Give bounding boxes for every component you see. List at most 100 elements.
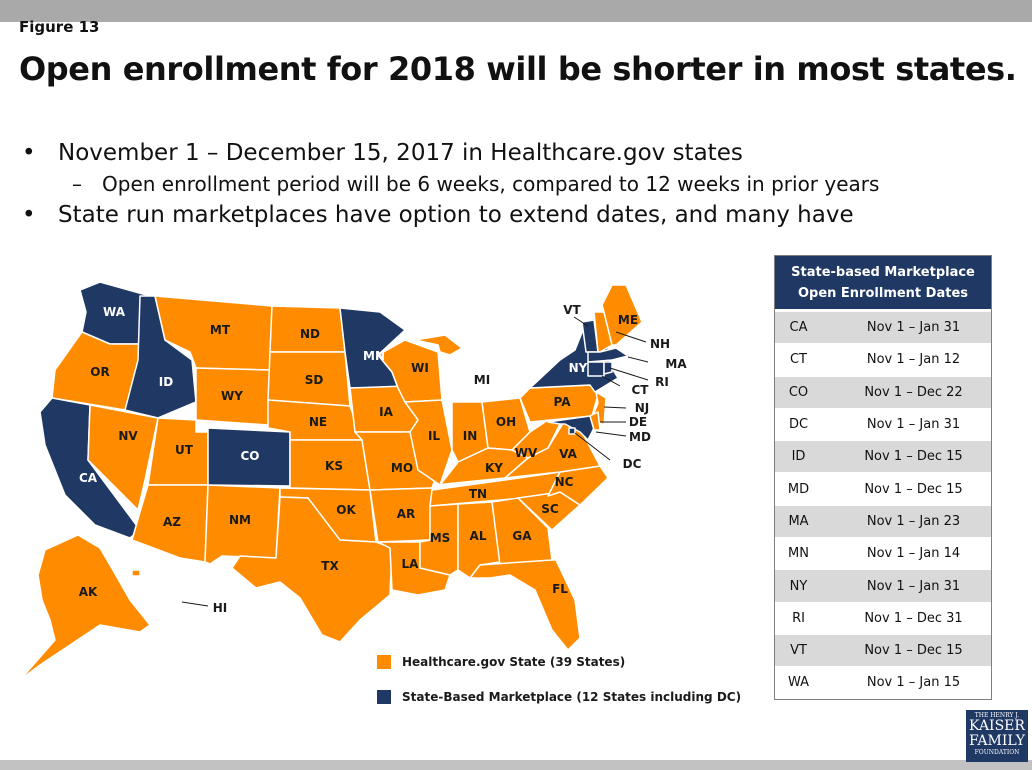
- table-row: MA Nov 1 – Jan 23: [775, 504, 991, 538]
- svg-text:MA: MA: [665, 357, 687, 371]
- svg-text:CT: CT: [632, 383, 650, 397]
- svg-text:NC: NC: [555, 475, 574, 489]
- table-cell-dates: Nov 1 – Jan 31: [866, 417, 961, 433]
- svg-text:IN: IN: [463, 429, 478, 443]
- svg-text:ME: ME: [618, 313, 638, 327]
- kff-logo: THE HENRY J. KAISER FAMILY FOUNDATION: [966, 710, 1028, 762]
- svg-text:LA: LA: [402, 557, 420, 571]
- bullet-list: • November 1 – December 15, 2017 in Heal…: [22, 138, 879, 230]
- svg-text:CO: CO: [240, 449, 259, 463]
- table-cell-state: CT: [789, 352, 808, 368]
- svg-text:NH: NH: [650, 337, 670, 351]
- leader-lines: [181, 316, 649, 607]
- state-nh: [593, 311, 613, 353]
- svg-text:WV: WV: [515, 446, 538, 460]
- svg-text:HI: HI: [213, 601, 228, 615]
- table-row: ID Nov 1 – Dec 15: [775, 440, 991, 473]
- svg-text:WY: WY: [221, 389, 243, 403]
- table-cell-state: ID: [791, 449, 806, 465]
- state-labels: WA OR ID MT ND MN WY SD WI MI NY ME VT N…: [79, 303, 688, 615]
- table-row: MD Nov 1 – Dec 15: [775, 472, 991, 505]
- svg-text:VT: VT: [563, 303, 581, 317]
- table-title-line2: Open Enrollment Dates: [797, 285, 969, 301]
- table-title-line1: State-based Marketplace: [791, 264, 975, 280]
- table-cell-state: VT: [790, 643, 807, 659]
- table-row: NY Nov 1 – Jan 31: [775, 569, 991, 602]
- page-title: Open enrollment for 2018 will be shorter…: [19, 50, 1017, 88]
- table-cell-state: CO: [788, 384, 809, 400]
- svg-text:OH: OH: [496, 415, 516, 429]
- table-header: State-based Marketplace Open Enrollment …: [775, 256, 991, 311]
- table-cell-state: CA: [789, 320, 808, 336]
- svg-text:GA: GA: [512, 529, 532, 543]
- table-row: CT Nov 1 – Jan 12: [775, 343, 991, 376]
- top-bar: [0, 0, 1032, 22]
- bullet-dot-icon: •: [22, 202, 36, 228]
- dash-icon: –: [72, 172, 82, 196]
- legend-label-healthcare-gov: Healthcare.gov State (39 States): [402, 655, 625, 669]
- table-cell-state: MN: [788, 546, 809, 562]
- state-ct: [587, 361, 605, 377]
- state-ga: [491, 497, 553, 566]
- table-cell-dates: Nov 1 – Dec 22: [864, 384, 963, 400]
- svg-text:AL: AL: [470, 529, 487, 543]
- svg-text:IL: IL: [428, 429, 440, 443]
- table-cell-dates: Nov 1 – Dec 15: [864, 481, 963, 497]
- legend-swatch-healthcare-gov: [377, 655, 391, 669]
- svg-text:ND: ND: [300, 327, 320, 341]
- table-cell-state: WA: [787, 675, 810, 691]
- svg-text:VA: VA: [559, 447, 577, 461]
- svg-text:OR: OR: [90, 365, 109, 379]
- table-cell-dates: Nov 1 – Jan 31: [866, 320, 961, 336]
- svg-text:KS: KS: [325, 459, 343, 473]
- svg-text:CA: CA: [79, 471, 98, 485]
- table-cell-state: MD: [787, 481, 810, 497]
- logo-line3: FAMILY: [968, 733, 1026, 749]
- table-cell-state: NY: [789, 578, 808, 594]
- svg-text:NY: NY: [569, 361, 588, 375]
- bottom-bar: [0, 760, 1032, 770]
- svg-text:MN: MN: [363, 349, 385, 363]
- logo-line2: KAISER: [969, 718, 1025, 734]
- table-cell-dates: Nov 1 – Jan 31: [866, 578, 961, 594]
- svg-text:DC: DC: [623, 457, 642, 471]
- sub-bullet-item: – Open enrollment period will be 6 weeks…: [22, 168, 879, 200]
- svg-text:FL: FL: [552, 582, 568, 596]
- svg-text:NM: NM: [229, 513, 251, 527]
- svg-text:WI: WI: [411, 361, 429, 375]
- svg-text:NJ: NJ: [635, 401, 650, 415]
- state-fl: [469, 559, 581, 651]
- table-cell-dates: Nov 1 – Jan 23: [866, 513, 961, 529]
- state-dc: [568, 427, 576, 435]
- svg-text:MI: MI: [474, 373, 490, 387]
- svg-text:RI: RI: [655, 375, 669, 389]
- bullet-dot-icon: •: [22, 140, 36, 166]
- svg-text:NV: NV: [118, 429, 138, 443]
- state-hi: [131, 569, 141, 577]
- figure-label: Figure 13: [19, 18, 100, 36]
- svg-text:PA: PA: [554, 395, 572, 409]
- table-cell-state: MA: [788, 513, 809, 529]
- logo-line4: FOUNDATION: [974, 749, 1020, 756]
- svg-text:TX: TX: [321, 559, 339, 573]
- state-mi: [414, 334, 463, 356]
- svg-text:OK: OK: [336, 503, 356, 517]
- logo-line1: THE HENRY J.: [974, 712, 1020, 719]
- svg-text:ID: ID: [159, 375, 173, 389]
- svg-text:MT: MT: [210, 323, 231, 337]
- svg-text:TN: TN: [469, 487, 487, 501]
- table-body: CA Nov 1 – Jan 31 CT Nov 1 – Jan 12 CO Nov 1 …: [775, 311, 991, 699]
- table-row: WA Nov 1 – Jan 15: [775, 666, 991, 699]
- svg-text:DE: DE: [629, 415, 647, 429]
- svg-text:WA: WA: [103, 305, 126, 319]
- sub-bullet-text: Open enrollment period will be 6 weeks, …: [102, 172, 880, 196]
- svg-text:KY: KY: [485, 461, 503, 475]
- table-cell-state: RI: [792, 610, 805, 626]
- table-cell-dates: Nov 1 – Dec 15: [864, 449, 963, 465]
- map-legend: Healthcare.gov State (39 States) State-B…: [377, 655, 741, 704]
- svg-text:SC: SC: [541, 502, 559, 516]
- table-row: MN Nov 1 – Jan 14: [775, 537, 991, 570]
- state-ri: [603, 361, 613, 375]
- bullet-item: • November 1 – December 15, 2017 in Heal…: [22, 138, 879, 168]
